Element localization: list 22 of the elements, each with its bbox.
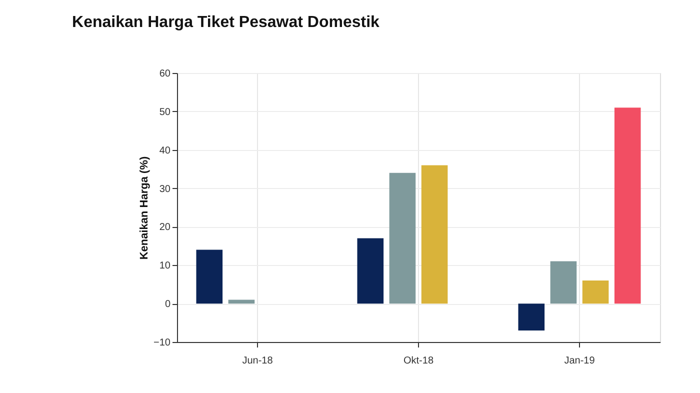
bar [389, 172, 416, 304]
y-axis-title: Kenaikan Harga (%) [138, 156, 151, 260]
y-tick-label: 10 [159, 260, 171, 272]
bar [614, 108, 641, 304]
bar [228, 300, 255, 304]
y-tick-label: 30 [159, 184, 171, 195]
y-tick-label: 0 [164, 299, 171, 310]
bar [550, 261, 577, 304]
bar [421, 165, 448, 304]
x-tick-label: Jan-19 [564, 356, 596, 366]
bar [518, 304, 545, 330]
y-tick-label: 60 [159, 68, 171, 80]
bar [196, 250, 223, 304]
bar [357, 238, 384, 304]
y-tick-label: 50 [159, 106, 171, 118]
x-tick-label: Okt-18 [403, 356, 434, 366]
y-tick-label: 40 [159, 145, 171, 156]
y-tick-label: −10 [154, 338, 171, 348]
bar [582, 280, 609, 304]
chart-title: Kenaikan Harga Tiket Pesawat Domestik [72, 14, 380, 31]
x-tick-label: Jun-18 [242, 356, 274, 366]
y-tick-label: 20 [159, 222, 171, 234]
